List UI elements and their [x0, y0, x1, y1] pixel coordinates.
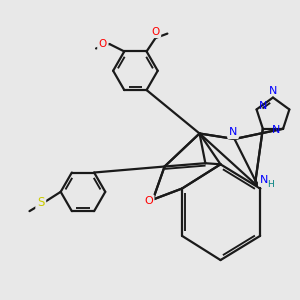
Text: N: N: [272, 125, 281, 135]
Text: N: N: [229, 128, 237, 137]
Text: H: H: [268, 180, 274, 189]
Text: O: O: [152, 26, 160, 37]
Text: O: O: [144, 196, 153, 206]
Text: N: N: [269, 86, 277, 96]
Text: N: N: [260, 175, 268, 185]
Text: O: O: [99, 39, 107, 49]
Text: N: N: [259, 101, 267, 112]
Text: S: S: [37, 196, 44, 209]
